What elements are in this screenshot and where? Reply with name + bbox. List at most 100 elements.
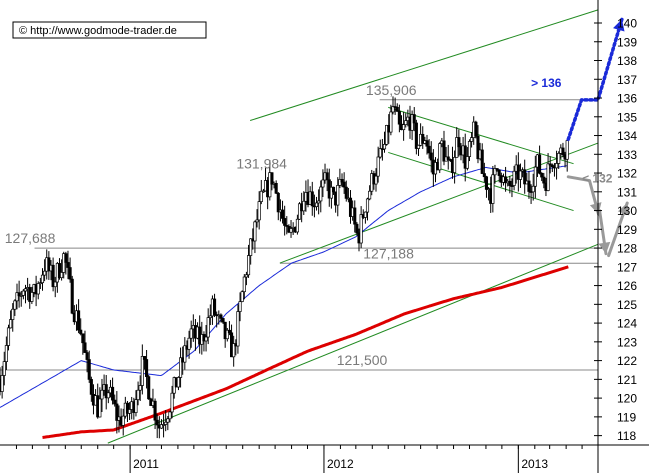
candle-body: [219, 314, 223, 319]
candle-body: [512, 170, 516, 186]
candle-body: [274, 183, 278, 194]
y-tick-label: 121: [617, 373, 637, 387]
candle-body: [153, 400, 157, 421]
candle-body: [21, 290, 25, 296]
candlesticks-layer: [0, 96, 569, 439]
candle-body: [344, 186, 348, 199]
candle-body: [359, 214, 363, 244]
candle-body: [77, 310, 81, 331]
candle-body: [64, 253, 68, 263]
candle-body: [244, 274, 248, 278]
candle-body: [518, 170, 523, 180]
candle-body: [236, 311, 240, 347]
watermark-box: © http://www.godmode-trader.de: [12, 21, 207, 39]
candle-body: [128, 409, 132, 414]
y-tick-label: 126: [617, 279, 637, 293]
y-tick-label: 130: [617, 204, 637, 218]
candle-body: [155, 419, 159, 426]
y-tick-label: 132: [617, 167, 637, 181]
candle-body: [457, 137, 461, 148]
candle-body: [527, 180, 531, 192]
scenario-arrows-layer: > 136 < 132: [531, 17, 630, 258]
candle-body: [555, 163, 559, 169]
y-tick-label: 120: [617, 392, 637, 406]
candle-body: [168, 411, 172, 420]
y-tick-label: 134: [617, 129, 637, 143]
y-tick-label: 139: [617, 35, 637, 49]
candle-body: [81, 333, 85, 344]
candle-body: [85, 352, 89, 360]
candle-body: [465, 156, 469, 169]
candle-body: [561, 147, 565, 156]
candle-body: [66, 262, 70, 268]
candle-body: [455, 137, 459, 158]
arrow-head: [598, 241, 611, 254]
candle-body: [255, 219, 259, 223]
candle-body: [53, 281, 57, 288]
candle-body: [378, 148, 382, 158]
level-labels-layer: 135,906 131,984 127,688 127,188 121,500: [5, 82, 417, 368]
candle-body: [491, 174, 495, 204]
level-label: 121,500: [337, 352, 388, 368]
candle-body: [162, 424, 166, 426]
candle-body: [438, 143, 442, 171]
scenario-label: > 136: [531, 76, 562, 90]
candle-body: [136, 389, 140, 400]
candle-body: [425, 140, 429, 147]
trend-line: [107, 243, 599, 444]
moving-average-line: [0, 165, 568, 408]
candle-body: [542, 176, 546, 184]
candle-body: [183, 345, 187, 363]
candle-body: [416, 144, 421, 149]
y-tick-label: 119: [617, 410, 636, 424]
candle-body: [268, 172, 272, 198]
candle-body: [363, 211, 367, 218]
candle-body: [391, 106, 395, 113]
candle-body: [493, 168, 497, 176]
candle-body: [546, 163, 550, 191]
candle-body: [382, 144, 387, 150]
candle-body: [38, 282, 42, 285]
candle-body: [17, 292, 21, 297]
candle-body: [87, 359, 91, 380]
candle-body: [249, 238, 253, 256]
moving-averages-layer: [0, 165, 569, 439]
y-tick-label: 133: [617, 148, 637, 162]
x-tick-label: 2013: [521, 457, 548, 471]
candle-body: [474, 121, 478, 137]
candle-body: [166, 418, 170, 423]
candle-body: [565, 140, 569, 160]
candle-body: [125, 402, 130, 414]
candle-body: [23, 288, 28, 292]
trend-line: [279, 142, 599, 264]
candle-body: [62, 253, 66, 273]
candle-body: [538, 154, 542, 174]
candle-body: [36, 283, 40, 295]
level-label: 127,688: [5, 230, 56, 246]
candle-body: [495, 168, 499, 171]
candle-body: [319, 186, 323, 202]
candle-body: [100, 389, 104, 400]
candle-body: [353, 207, 357, 225]
candle-body: [476, 135, 480, 160]
candle-body: [19, 295, 23, 297]
candle-body: [253, 221, 257, 242]
candle-body: [397, 111, 401, 125]
candle-body: [314, 202, 319, 207]
candle-body: [147, 376, 151, 400]
candle-body: [257, 201, 261, 221]
candle-body: [9, 319, 13, 329]
candle-body: [289, 228, 293, 233]
candle-body: [60, 272, 64, 279]
candle-body: [2, 361, 6, 376]
candle-body: [453, 157, 457, 173]
candle-body: [412, 114, 416, 124]
candle-body: [325, 172, 329, 181]
candle-body: [104, 384, 108, 399]
trend-lines-layer: [107, 9, 599, 444]
candle-body: [283, 218, 287, 226]
candle-body: [482, 173, 486, 178]
candle-body: [376, 156, 380, 177]
y-tick-label: 136: [617, 92, 637, 106]
candle-body: [340, 179, 344, 183]
